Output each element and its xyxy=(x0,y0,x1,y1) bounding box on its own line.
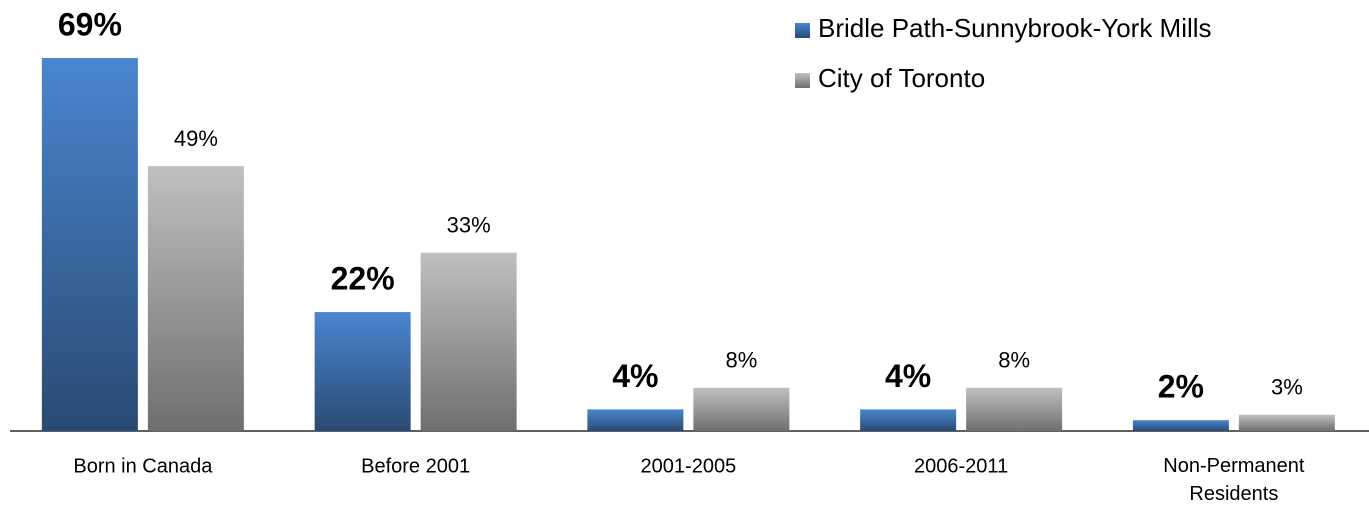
legend-label: Bridle Path-Sunnybrook-York Mills xyxy=(818,13,1212,43)
bar xyxy=(314,312,411,431)
value-label: 69% xyxy=(58,6,122,42)
bar xyxy=(147,166,244,431)
bar xyxy=(420,252,517,431)
value-label: 8% xyxy=(725,348,757,373)
x-tick-label: Non-Permanent Residents xyxy=(1163,455,1305,505)
value-label: 8% xyxy=(998,348,1030,373)
value-label: 3% xyxy=(1271,375,1303,400)
legend-label: City of Toronto xyxy=(818,63,985,93)
value-label: 22% xyxy=(331,261,395,297)
x-tick-label: 2001-2005 xyxy=(641,455,737,477)
bar xyxy=(1132,420,1229,431)
bar xyxy=(1238,414,1335,431)
x-tick-label: 2006-2011 xyxy=(914,455,1008,477)
value-label: 49% xyxy=(174,126,218,151)
x-tick-label: Before 2001 xyxy=(361,455,470,477)
x-tick-label: Born in Canada xyxy=(73,455,213,477)
bar xyxy=(693,387,790,431)
value-label: 33% xyxy=(447,212,491,237)
bar xyxy=(860,409,957,431)
legend-swatch xyxy=(795,23,810,38)
value-label: 2% xyxy=(1158,369,1204,405)
value-label: 4% xyxy=(885,358,931,394)
bar xyxy=(966,387,1063,431)
bar xyxy=(587,409,684,431)
value-label: 4% xyxy=(612,358,658,394)
bar xyxy=(41,58,138,431)
legend-swatch xyxy=(795,73,810,88)
